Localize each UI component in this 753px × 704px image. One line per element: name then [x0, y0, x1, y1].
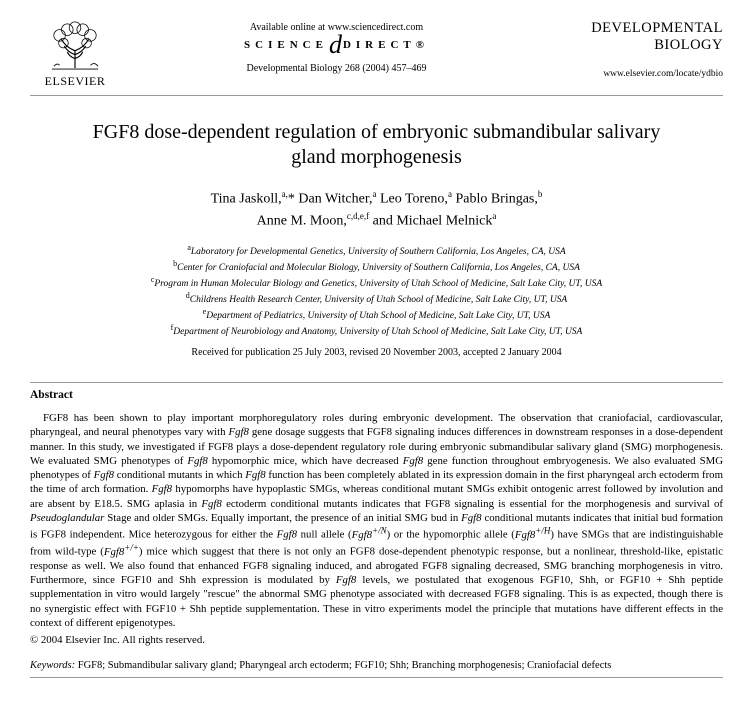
sd-d-glyph: d [329, 37, 342, 53]
separator-bottom [30, 677, 723, 678]
journal-block: DEVELOPMENTAL BIOLOGY www.elsevier.com/l… [553, 20, 723, 79]
affiliation-list: aLaboratory for Developmental Genetics, … [30, 243, 723, 339]
journal-name: DEVELOPMENTAL BIOLOGY [553, 20, 723, 53]
publisher-block: ELSEVIER [30, 20, 120, 89]
sd-left-text: SCIENCE [244, 39, 328, 51]
received-dates: Received for publication 25 July 2003, r… [30, 347, 723, 358]
journal-line1: DEVELOPMENTAL [591, 20, 723, 36]
science-direct-logo: SCIENCE d DIRECT® [120, 37, 553, 53]
keywords-line: Keywords: FGF8; Submandibular salivary g… [30, 660, 723, 671]
copyright-line: © 2004 Elsevier Inc. All rights reserved… [30, 634, 723, 646]
sd-right-text: DIRECT® [343, 39, 429, 51]
keywords-label: Keywords: [30, 660, 75, 671]
elsevier-tree-icon [46, 20, 104, 72]
keywords-values: FGF8; Submandibular salivary gland; Phar… [75, 660, 611, 671]
header-center: Available online at www.sciencedirect.co… [120, 20, 553, 74]
journal-url: www.elsevier.com/locate/ydbio [553, 69, 723, 79]
journal-line2: BIOLOGY [654, 37, 723, 53]
page-header: ELSEVIER Available online at www.science… [30, 20, 723, 96]
abstract-heading: Abstract [30, 389, 723, 401]
separator-top [30, 382, 723, 383]
abstract-body: FGF8 has been shown to play important mo… [30, 411, 723, 630]
article-title: FGF8 dose-dependent regulation of embryo… [70, 120, 683, 170]
author-list: Tina Jaskoll,a,* Dan Witcher,a Leo Toren… [30, 188, 723, 231]
publisher-name: ELSEVIER [45, 74, 106, 89]
citation-line: Developmental Biology 268 (2004) 457–469 [120, 63, 553, 74]
